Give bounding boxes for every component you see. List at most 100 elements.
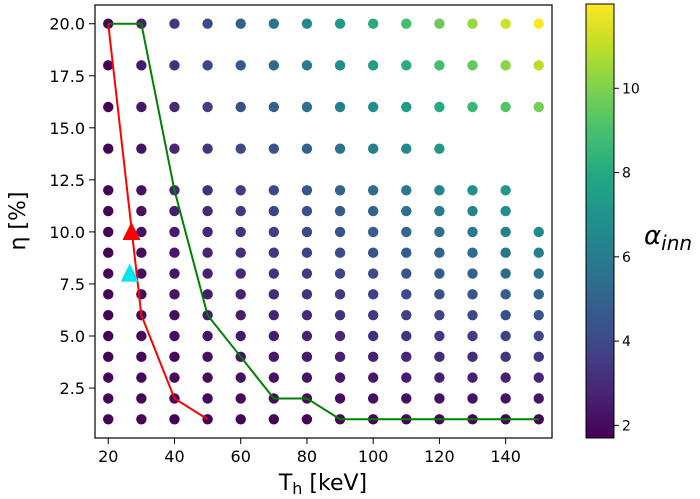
scatter-point <box>401 309 412 321</box>
scatter-point <box>202 205 213 217</box>
scatter-point <box>467 289 478 300</box>
scatter-point <box>467 330 478 342</box>
scatter-point <box>268 226 280 238</box>
scatter-point <box>235 247 246 258</box>
scatter-point <box>301 18 313 29</box>
scatter-point <box>235 18 246 29</box>
triangle-marker <box>120 263 139 282</box>
scatter-point <box>533 101 544 113</box>
scatter-point <box>533 60 544 71</box>
scatter-point <box>235 226 246 238</box>
x-tick-label: 60 <box>231 447 251 466</box>
plot-frame <box>94 4 553 439</box>
scatter-point <box>500 289 511 300</box>
x-tick-label: 40 <box>164 447 184 466</box>
scatter-point <box>268 101 280 113</box>
scatter-point <box>467 101 478 113</box>
scatter-point <box>235 60 246 71</box>
x-tick-label: 100 <box>358 447 389 466</box>
scatter-point <box>202 143 213 154</box>
scatter-point <box>334 309 346 321</box>
scatter-point <box>169 268 180 279</box>
scatter-point <box>500 247 511 258</box>
scatter-point <box>367 289 379 300</box>
scatter-point <box>434 185 445 196</box>
scatter-point <box>235 185 246 196</box>
scatter-point <box>103 205 114 217</box>
scatter-point <box>367 393 379 404</box>
scatter-point <box>334 143 346 154</box>
scatter-point <box>169 309 180 321</box>
scatter-point <box>500 393 511 404</box>
scatter-point <box>367 143 379 154</box>
scatter-point <box>202 60 213 71</box>
scatter-point <box>136 101 147 113</box>
scatter-point <box>301 330 313 342</box>
scatter-point <box>103 414 114 425</box>
scatter-point <box>301 372 313 383</box>
scatter-point <box>334 205 346 217</box>
scatter-point <box>169 289 180 300</box>
scatter-point <box>401 185 412 196</box>
scatter-point <box>202 351 213 363</box>
scatter-point <box>401 268 412 279</box>
scatter-point <box>467 268 478 279</box>
scatter-point <box>434 309 445 321</box>
scatter-point <box>401 101 412 113</box>
scatter-point <box>334 101 346 113</box>
scatter-point <box>103 393 114 404</box>
scatter-point <box>301 226 313 238</box>
scatter-point <box>401 289 412 300</box>
scatter-point <box>103 226 114 238</box>
scatter-point <box>434 205 445 217</box>
scatter-point <box>334 268 346 279</box>
scatter-point <box>401 330 412 342</box>
scatter-point <box>136 268 147 279</box>
scatter-point <box>533 330 544 342</box>
scatter-point <box>434 60 445 71</box>
colorbar-title: αinn <box>644 221 692 255</box>
y-tick-label: 7.5 <box>60 275 85 294</box>
scatter-point <box>533 226 544 238</box>
series-line <box>108 22 539 421</box>
scatter-point <box>235 372 246 383</box>
scatter-point <box>169 101 180 113</box>
scatter-point <box>202 289 213 300</box>
y-tick-label: 20.0 <box>49 15 85 34</box>
scatter-point <box>235 143 246 154</box>
scatter-point <box>334 393 346 404</box>
scatter-point <box>467 351 478 363</box>
scatter-point <box>301 351 313 363</box>
scatter-point <box>268 185 280 196</box>
scatter-point <box>467 18 478 29</box>
scatter-point <box>301 185 313 196</box>
scatter-point <box>401 143 412 154</box>
scatter-point <box>533 247 544 258</box>
scatter-point <box>202 268 213 279</box>
scatter-point <box>367 309 379 321</box>
scatter-point <box>401 226 412 238</box>
y-tick-label: 5.0 <box>60 327 85 346</box>
scatter-point <box>103 330 114 342</box>
scatter-point <box>367 247 379 258</box>
scatter-point <box>235 393 246 404</box>
scatter-point <box>136 393 147 404</box>
scatter-point <box>169 143 180 154</box>
colorbar-axis: 2 4 6 8 10 <box>614 81 640 434</box>
scatter-point <box>235 309 246 321</box>
scatter-point <box>500 205 511 217</box>
scatter-point <box>301 309 313 321</box>
scatter-point <box>235 101 246 113</box>
scatter-point <box>169 205 180 217</box>
scatter-point <box>136 247 147 258</box>
x-tick-label: 20 <box>98 447 118 466</box>
colorbar-tick-label: 8 <box>622 166 631 182</box>
scatter-point <box>434 268 445 279</box>
scatter-point <box>103 101 114 113</box>
scatter-point <box>136 205 147 217</box>
scatter-point <box>103 289 114 300</box>
scatter-point <box>367 60 379 71</box>
scatter-point <box>301 143 313 154</box>
scatter-point <box>401 60 412 71</box>
